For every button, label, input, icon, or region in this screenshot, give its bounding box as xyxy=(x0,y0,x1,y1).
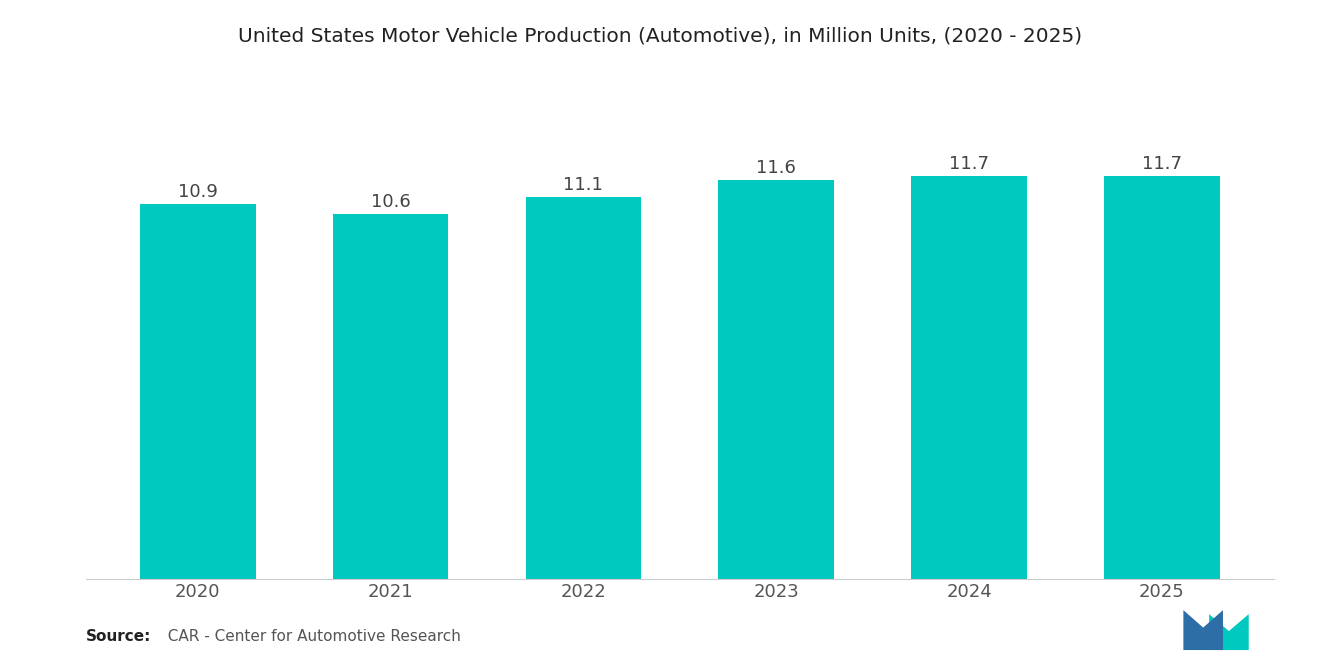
Polygon shape xyxy=(1209,614,1249,650)
Text: 10.6: 10.6 xyxy=(371,194,411,211)
Bar xyxy=(525,197,642,579)
Bar xyxy=(1104,176,1220,579)
Text: 10.9: 10.9 xyxy=(178,183,218,201)
Bar xyxy=(140,203,256,579)
Text: CAR - Center for Automotive Research: CAR - Center for Automotive Research xyxy=(158,628,461,644)
Text: 11.6: 11.6 xyxy=(756,159,796,177)
Text: Source:: Source: xyxy=(86,628,152,644)
Text: 11.1: 11.1 xyxy=(564,176,603,194)
Bar xyxy=(333,214,449,579)
Text: 11.7: 11.7 xyxy=(949,156,989,174)
Bar xyxy=(911,176,1027,579)
Polygon shape xyxy=(1184,610,1222,650)
Text: United States Motor Vehicle Production (Automotive), in Million Units, (2020 - 2: United States Motor Vehicle Production (… xyxy=(238,27,1082,46)
Text: 11.7: 11.7 xyxy=(1142,156,1181,174)
Bar xyxy=(718,180,834,579)
